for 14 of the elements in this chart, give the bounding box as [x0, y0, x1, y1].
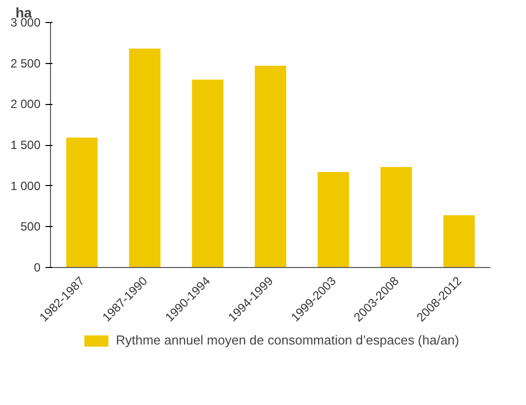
bar [254, 66, 286, 268]
bar [318, 172, 350, 268]
bar [443, 215, 475, 268]
bar [129, 48, 160, 268]
bar [380, 167, 412, 268]
y-tick-label: 1 500 [10, 138, 41, 152]
bar [66, 138, 98, 268]
y-tick-label: 1 000 [10, 178, 41, 193]
y-tick-label: 0 [34, 260, 41, 274]
y-tick-label: 2 000 [10, 97, 41, 112]
y-tick-label: 2 500 [10, 56, 41, 70]
y-tick-label: 500 [20, 220, 41, 234]
bar [192, 80, 224, 268]
legend-label: Rythme annuel moyen de consommation d’espaces (ha/an) [116, 332, 460, 348]
